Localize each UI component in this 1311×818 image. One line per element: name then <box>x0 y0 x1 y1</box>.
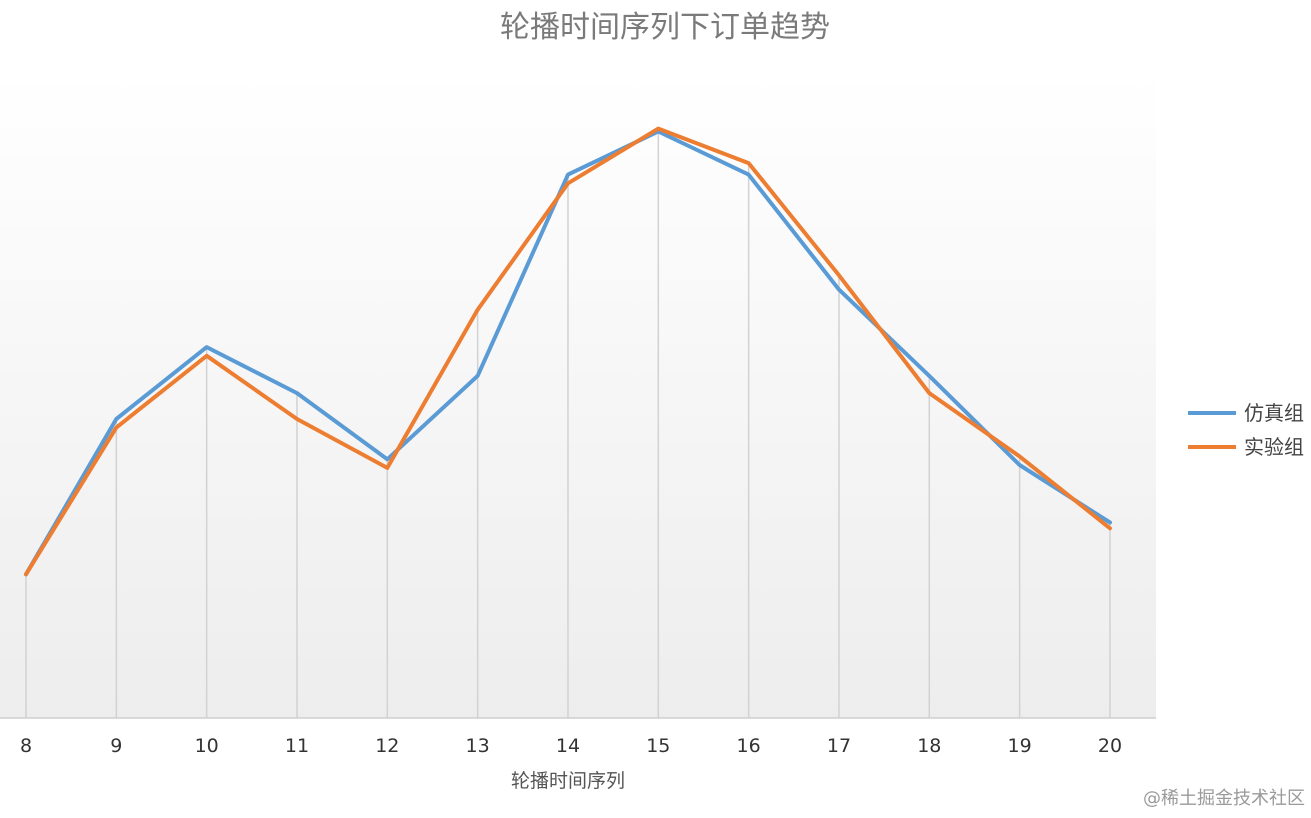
series-2-point-10 <box>205 354 209 358</box>
series-2-point-13 <box>476 308 480 312</box>
series-2-point-18 <box>927 391 931 395</box>
series-1-point-20 <box>1108 521 1112 524</box>
x-tick-label-9: 9 <box>110 735 122 757</box>
x-tick-label-13: 13 <box>466 735 490 757</box>
series-2-point-19 <box>1018 454 1022 458</box>
series-2-point-15 <box>656 127 660 131</box>
chart-title: 轮播时间序列下订单趋势 <box>500 10 830 45</box>
x-tick-label-14: 14 <box>556 735 580 757</box>
series-1-point-10 <box>205 345 209 349</box>
series-2-point-12 <box>385 466 389 470</box>
series-1-point-11 <box>295 391 299 395</box>
x-axis-title: 轮播时间序列 <box>511 770 625 792</box>
series-1-point-12 <box>385 457 389 461</box>
watermark: @稀土掘金技术社区 <box>1143 788 1305 809</box>
series-2-point-17 <box>837 273 841 277</box>
series-1-point-16 <box>747 173 751 177</box>
legend-label-1: 仿真组 <box>1244 401 1304 425</box>
x-tick-label-16: 16 <box>737 735 761 757</box>
series-2-point-14 <box>566 181 570 185</box>
series-2-point-11 <box>295 417 299 421</box>
x-tick-label-19: 19 <box>1008 735 1032 757</box>
series-1-point-9 <box>114 417 118 421</box>
series-lines <box>24 126 1112 577</box>
plot-area-background <box>0 70 1156 718</box>
series-2-point-8 <box>24 572 28 576</box>
series-2-point-16 <box>747 161 751 165</box>
x-tick-labels: 8 9 10 11 12 13 14 15 16 17 18 19 20 <box>20 735 1122 757</box>
series-1-point-13 <box>476 374 480 378</box>
series-1-point-17 <box>837 288 841 292</box>
series-1-point-14 <box>566 173 570 177</box>
legend-label-2: 实验组 <box>1244 435 1304 459</box>
series-1-point-19 <box>1018 463 1022 467</box>
x-tick-label-15: 15 <box>646 735 670 757</box>
x-tick-label-12: 12 <box>375 735 399 757</box>
x-tick-label-20: 20 <box>1098 735 1122 757</box>
series-2-point-20 <box>1108 526 1112 530</box>
x-tick-label-18: 18 <box>917 735 941 757</box>
series-2-point-9 <box>114 426 118 430</box>
x-tick-label-17: 17 <box>827 735 851 757</box>
x-tick-label-10: 10 <box>195 735 219 757</box>
series-1-point-18 <box>927 374 931 378</box>
x-tick-label-11: 11 <box>285 735 309 757</box>
x-tick-label-8: 8 <box>20 735 32 757</box>
